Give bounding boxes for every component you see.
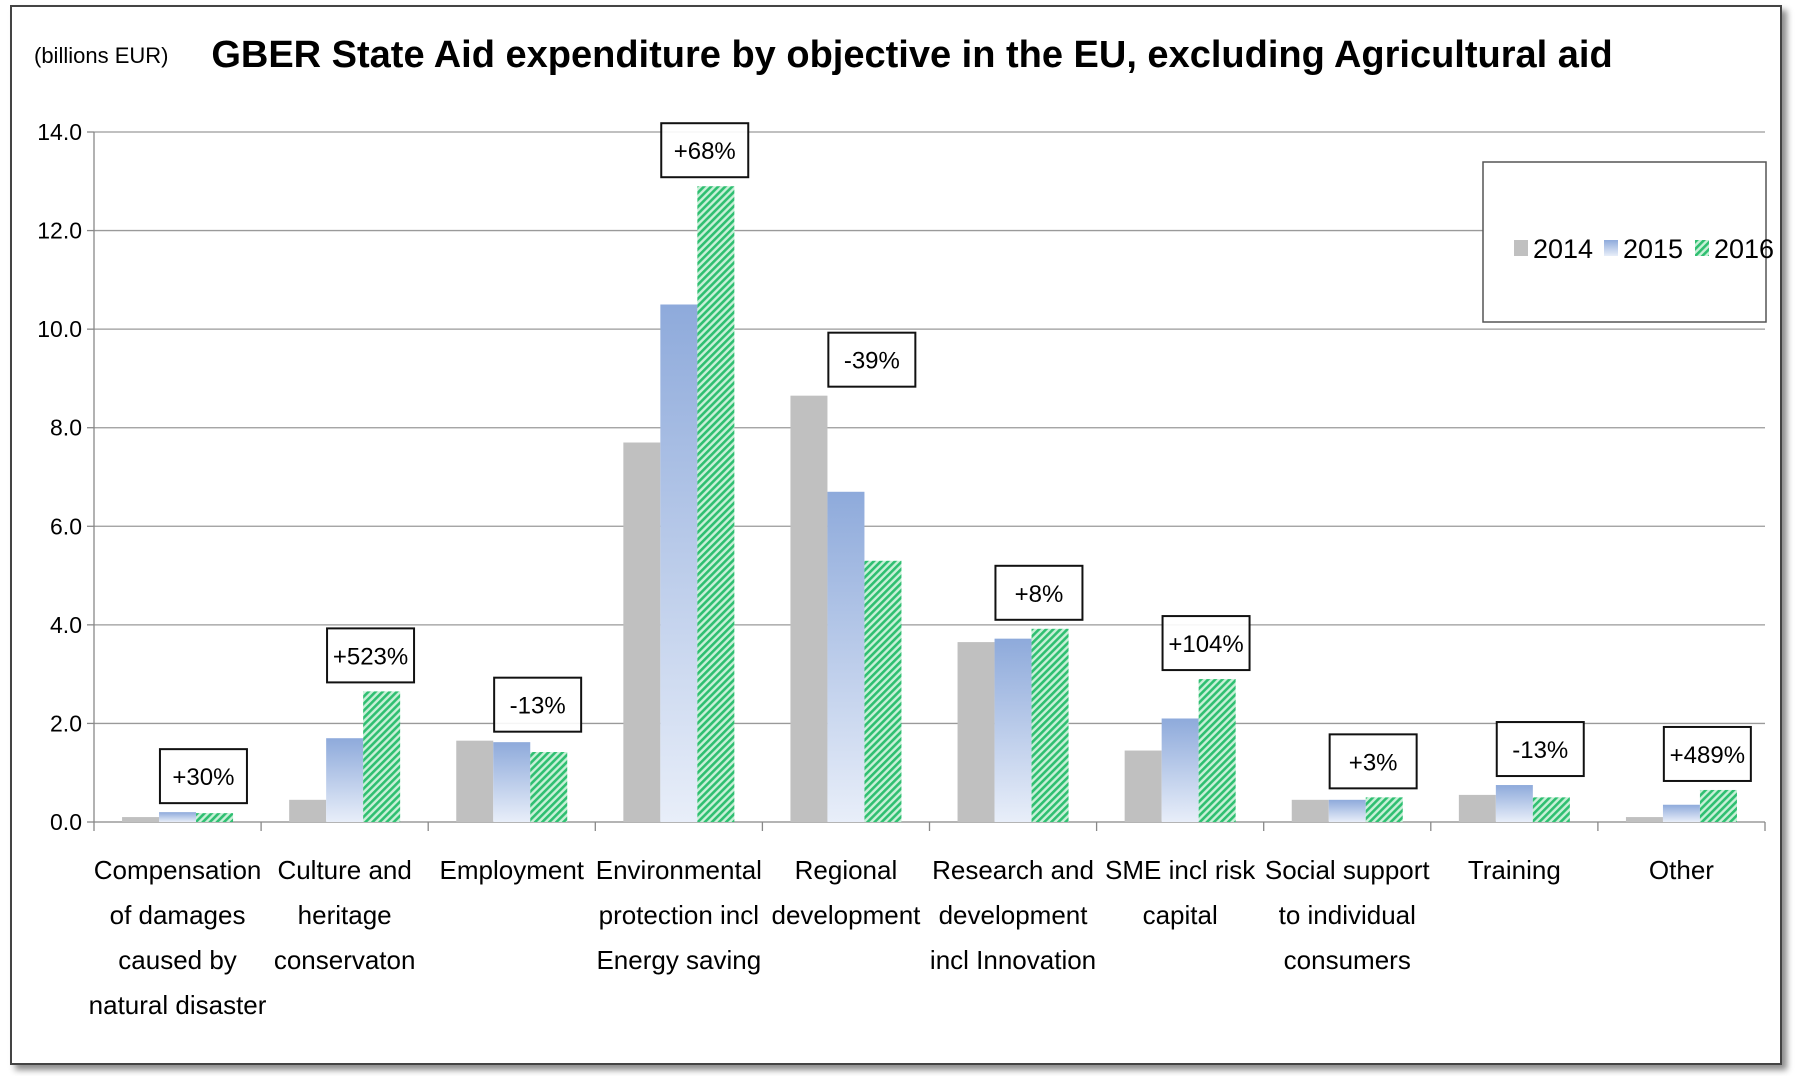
legend-swatch-2014: [1514, 240, 1528, 256]
bar-2016: [1532, 797, 1570, 822]
y-tick-label: 6.0: [50, 513, 82, 539]
x-tick-label: Training: [1468, 855, 1561, 885]
change-annotation-box: [493, 676, 583, 733]
y-tick-label: 12.0: [37, 218, 82, 244]
bar-2014: [623, 442, 661, 822]
bar-2016: [530, 752, 568, 822]
bar-2015: [1662, 804, 1700, 822]
bar-2015: [1328, 799, 1366, 822]
bar-2015: [827, 491, 865, 822]
y-tick-label: 0.0: [50, 809, 82, 835]
unit-label: (billions EUR): [34, 43, 168, 68]
bar-2016: [697, 186, 735, 822]
x-tick-label: Environmental protection incl Energy savin…: [596, 855, 762, 975]
chart-title: GBER State Aid expenditure by objective …: [211, 34, 1612, 76]
y-tick-label: 10.0: [37, 316, 82, 342]
legend-swatch-2016: [1695, 240, 1709, 256]
bar-2016: [1365, 797, 1403, 822]
change-annotation: -13%: [510, 693, 566, 720]
change-annotation-box: [827, 331, 917, 388]
chart-frame: (billions EUR) GBER State Aid expenditur…: [10, 5, 1782, 1065]
x-tick-label: Other: [1649, 855, 1714, 885]
bar-chart: (billions EUR) GBER State Aid expenditur…: [34, 34, 1774, 1020]
legend-box: [1482, 161, 1767, 323]
change-annotation: +3%: [1349, 749, 1398, 776]
change-annotation-box: [1161, 615, 1251, 672]
bar-2014: [289, 799, 327, 822]
y-axis: 0.0 2.0 4.0 6.0 8.0 10.0 12.0 14.0: [37, 119, 95, 835]
x-axis: Compensation of damages caused by natural d…: [89, 822, 1766, 1020]
bar-2015: [994, 638, 1032, 822]
legend-label: 2014: [1533, 234, 1593, 264]
bar-2014: [1458, 794, 1496, 822]
bar-2014: [790, 395, 828, 822]
x-tick-label: SME incl risk capital: [1105, 855, 1256, 930]
legend-swatch-2015: [1604, 240, 1618, 256]
change-annotation: +30%: [172, 764, 234, 791]
bar-2014: [456, 740, 494, 822]
legend: 2014 2015 2016: [1482, 161, 1774, 323]
legend-label: 2015: [1623, 234, 1683, 264]
change-annotation: -13%: [1512, 737, 1568, 764]
bar-2016: [1699, 789, 1737, 822]
bar-2015: [660, 304, 698, 822]
bars: [122, 186, 1737, 822]
change-annotation: +8%: [1015, 581, 1064, 608]
bar-2014: [1291, 799, 1329, 822]
change-annotation-box: [1495, 721, 1585, 778]
change-annotation-box: [1662, 725, 1752, 782]
x-tick-label: Culture and heritage conservaton: [274, 855, 416, 975]
bar-2014: [1625, 817, 1663, 822]
bar-2015: [493, 742, 531, 822]
bar-2015: [1161, 718, 1199, 822]
bar-2014: [1124, 750, 1162, 822]
change-annotation: +104%: [1168, 631, 1243, 658]
x-tick-label: Regional development: [772, 855, 922, 930]
bar-2015: [1495, 785, 1533, 822]
x-tick-label: Social support to individual consumers: [1265, 855, 1431, 975]
x-tick-label: Compensation of damages caused by natural d…: [89, 855, 267, 1020]
change-annotation-box: [994, 564, 1084, 621]
change-annotation-box: [660, 122, 750, 179]
legend-label: 2016: [1714, 234, 1774, 264]
bar-2014: [957, 642, 995, 822]
change-annotation-box: [1328, 733, 1418, 790]
bar-2016: [864, 560, 902, 822]
change-annotation: -39%: [844, 348, 900, 375]
bar-2015: [326, 738, 364, 822]
x-tick-label: Research and development incl Innovation: [930, 855, 1096, 975]
change-annotation: +489%: [1670, 742, 1745, 769]
bar-2014: [122, 817, 160, 822]
change-annotation-box: [158, 748, 248, 805]
annotations: +30% +523% -13% +68% -39% +8% +104% +3% -13% +489…: [158, 122, 1752, 805]
change-annotation: +523%: [333, 643, 408, 670]
y-tick-label: 14.0: [37, 119, 82, 145]
bar-2016: [1198, 679, 1236, 822]
x-tick-label: Employment: [440, 855, 585, 885]
change-annotation-box: [326, 627, 416, 684]
bar-2016: [196, 813, 234, 822]
y-tick-label: 4.0: [50, 612, 82, 638]
bar-2015: [159, 812, 197, 822]
y-tick-label: 8.0: [50, 415, 82, 441]
change-annotation: +68%: [674, 138, 736, 165]
bar-2016: [1031, 628, 1069, 822]
y-tick-label: 2.0: [50, 710, 82, 736]
bar-2016: [363, 691, 401, 822]
